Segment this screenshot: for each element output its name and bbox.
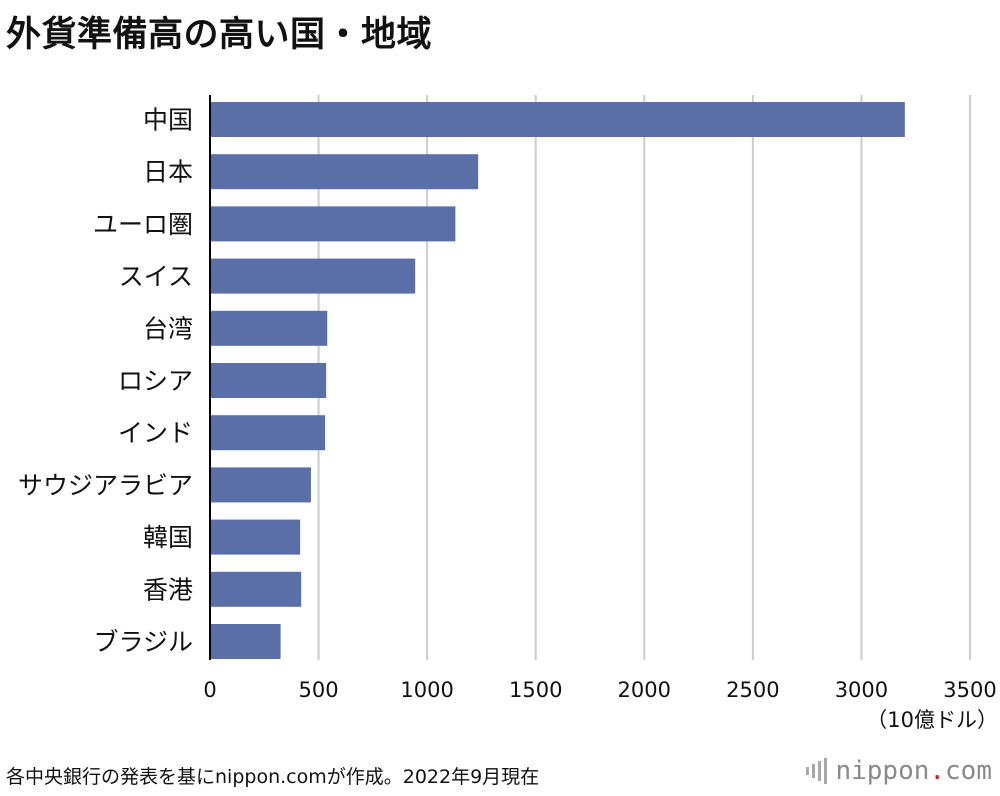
x-tick-label: 1500 [509,678,562,702]
x-tick-label: 0 [203,678,216,702]
x-tick-label: 2500 [726,678,779,702]
x-tick-labels: 0 500 1000 1500 2000 2500 3000 3500 [203,678,996,702]
bar-2 [210,206,456,242]
category-label: 韓国 [143,523,193,552]
category-label: ユーロ圏 [93,210,193,239]
bar-4 [210,310,328,346]
bar-8 [210,519,301,555]
bar-9 [210,571,302,607]
category-label: 香港 [143,575,193,604]
bar-3 [210,258,416,294]
brand-text: nippon.com [835,756,992,786]
brand-mark-icon [806,758,828,784]
category-label: ブラジル [93,628,193,657]
x-tick-label: 3000 [835,678,888,702]
brand-tld: com [945,756,992,786]
bar-7 [210,467,311,503]
category-label: スイス [119,262,193,291]
category-label: 台湾 [143,314,193,343]
unit-label: （10億ドル） [866,708,998,732]
bar-10 [210,624,281,659]
bar-0 [210,102,905,137]
source-note: 各中央銀行の発表を基にnippon.comが作成。2022年9月現在 [6,766,540,788]
category-label: インド [118,419,193,448]
brand-name: nippon [835,756,930,786]
brand-dot: . [929,756,946,786]
bar-6 [210,415,326,451]
bar-1 [210,154,479,190]
x-tick-label: 3500 [943,678,996,702]
x-tick-label: 2000 [618,678,671,702]
category-label: サウジアラビア [18,471,193,500]
category-label: ロシア [118,367,193,396]
chart-title: 外貨準備高の高い国・地域 [6,15,433,55]
x-tick-label: 500 [299,678,339,702]
brand-logo: nippon.com [806,756,992,786]
category-label: 日本 [143,158,193,187]
category-label: 中国 [143,106,193,135]
bars [210,102,905,659]
x-tick-label: 1000 [400,678,453,702]
bar-5 [210,363,327,398]
